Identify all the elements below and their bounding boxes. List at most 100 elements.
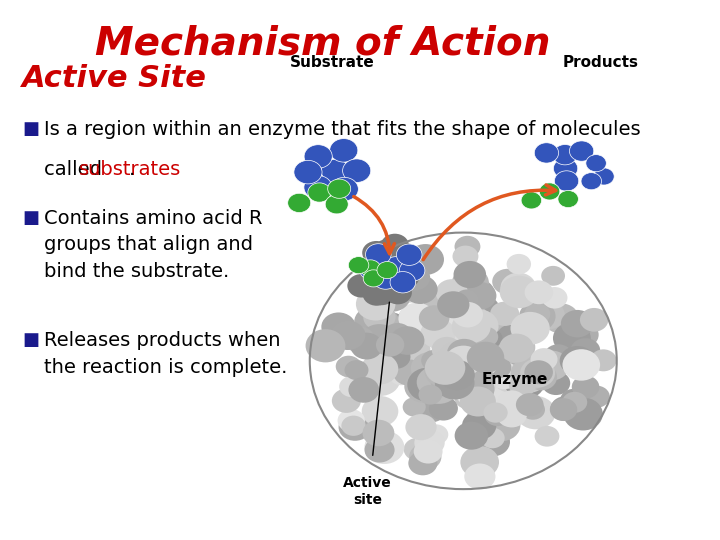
Circle shape [435,366,474,400]
Circle shape [529,300,564,330]
Circle shape [510,349,534,369]
Circle shape [460,346,498,379]
Circle shape [559,346,595,375]
Circle shape [554,158,577,179]
Circle shape [418,370,459,404]
Circle shape [438,323,463,344]
Circle shape [519,301,556,332]
Circle shape [464,463,495,490]
Circle shape [288,193,311,213]
Circle shape [386,265,414,289]
Circle shape [383,256,409,278]
Circle shape [393,244,421,267]
Circle shape [434,377,458,397]
Circle shape [401,336,431,361]
Circle shape [414,440,443,463]
Circle shape [417,366,455,398]
Circle shape [448,348,485,380]
Circle shape [509,374,536,397]
Circle shape [455,344,482,366]
Circle shape [363,303,395,330]
Circle shape [452,267,489,298]
Circle shape [363,420,395,446]
Circle shape [415,396,447,422]
Circle shape [377,261,397,279]
Text: Mechanism of Action: Mechanism of Action [95,24,550,62]
Circle shape [453,358,493,392]
Circle shape [402,359,438,390]
Circle shape [460,387,496,416]
Circle shape [304,145,332,168]
Circle shape [347,274,376,298]
Circle shape [360,260,381,277]
Circle shape [376,260,404,284]
Circle shape [490,302,519,326]
Circle shape [526,360,551,380]
Circle shape [390,272,415,293]
Circle shape [500,273,536,302]
Circle shape [454,261,486,288]
Circle shape [414,430,445,455]
Circle shape [560,389,587,411]
Circle shape [534,143,559,163]
Circle shape [469,359,505,388]
Circle shape [376,256,404,279]
Circle shape [338,413,372,441]
Circle shape [431,368,464,395]
Circle shape [432,359,472,392]
Circle shape [328,179,351,198]
Circle shape [375,245,403,268]
Circle shape [459,364,492,391]
Circle shape [524,360,553,384]
Circle shape [454,386,482,409]
FancyArrowPatch shape [423,185,556,260]
Circle shape [363,270,384,287]
Circle shape [381,234,409,257]
Circle shape [427,355,455,379]
Circle shape [363,259,396,287]
Circle shape [485,404,510,426]
Circle shape [304,176,332,199]
Circle shape [451,354,480,378]
Circle shape [551,396,580,421]
Circle shape [539,183,560,200]
Circle shape [366,244,391,265]
Circle shape [456,361,486,386]
Circle shape [504,364,545,399]
Circle shape [414,318,443,342]
Circle shape [567,321,598,348]
Circle shape [359,270,387,293]
Circle shape [479,328,503,348]
Circle shape [553,145,577,165]
Circle shape [405,414,436,440]
Circle shape [521,192,541,209]
Circle shape [373,268,398,289]
Text: ■: ■ [22,208,39,227]
Circle shape [541,287,567,308]
Text: Contains amino acid R
groups that align and
bind the substrate.: Contains amino acid R groups that align … [45,208,263,281]
Circle shape [361,353,398,384]
Circle shape [450,355,483,383]
Circle shape [439,340,479,374]
Text: Releases products when
the reaction is complete.: Releases products when the reaction is c… [45,332,288,377]
Circle shape [432,337,462,362]
Circle shape [531,348,557,371]
Circle shape [503,384,528,404]
Circle shape [481,318,509,342]
Circle shape [332,389,361,413]
Circle shape [407,358,433,380]
Circle shape [496,331,535,363]
Circle shape [493,365,526,392]
Circle shape [486,357,511,378]
Circle shape [441,343,475,372]
Circle shape [507,254,531,274]
Circle shape [424,424,449,445]
Circle shape [494,330,524,356]
Circle shape [474,303,511,334]
Circle shape [404,438,431,461]
Circle shape [437,339,476,372]
Circle shape [432,291,459,314]
Circle shape [433,304,464,329]
Circle shape [583,386,610,408]
Circle shape [456,381,486,406]
